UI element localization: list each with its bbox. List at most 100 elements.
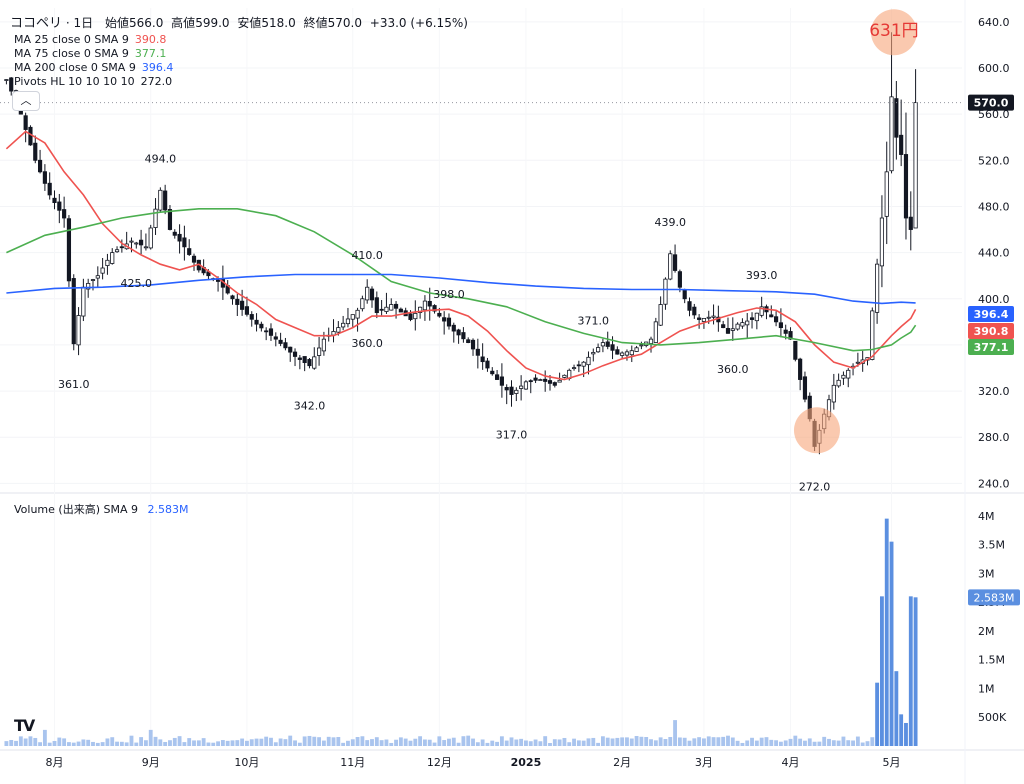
candle-body — [547, 380, 553, 384]
volume-bar — [567, 742, 572, 746]
volume-bar — [889, 541, 894, 746]
candle-body — [355, 309, 360, 319]
volume-bar — [394, 739, 398, 746]
candle-body — [418, 306, 423, 313]
volume-bar — [533, 739, 538, 746]
candle-body — [148, 227, 153, 249]
volume-bar — [177, 736, 182, 746]
candle-body — [350, 314, 355, 320]
volume-bar — [192, 740, 196, 746]
volume-bar — [745, 740, 750, 746]
volume-bar — [18, 736, 23, 746]
highlight-circle — [870, 9, 917, 56]
volume-legend[interactable]: Volume (出来高) SMA 9 2.583M — [14, 501, 188, 517]
volume-bar — [841, 736, 846, 746]
volume-bar — [283, 739, 288, 746]
candle-body — [855, 361, 860, 364]
volume-bar — [4, 741, 9, 746]
price-tick-label: 480.0 — [978, 200, 1010, 213]
candle-body — [514, 389, 519, 394]
candle-body — [605, 341, 610, 347]
volume-tick-label: 500K — [978, 711, 1007, 724]
candle-body — [504, 387, 509, 391]
volume-bar — [216, 741, 220, 746]
volume-bar — [697, 737, 702, 746]
candle-body — [268, 328, 274, 336]
volume-bar — [346, 740, 350, 746]
symbol-name[interactable]: ココペリ — [10, 16, 63, 31]
candle-body — [240, 300, 245, 310]
volume-bar — [913, 597, 918, 746]
volume-bar — [384, 739, 389, 746]
candle-body — [100, 267, 105, 274]
volume-bar — [297, 742, 302, 746]
legend-ma75[interactable]: MA 75 close 0 SMA 9 377.1 — [14, 47, 166, 60]
volume-bar — [278, 738, 283, 746]
volume-bar — [538, 741, 543, 746]
volume-bar — [312, 736, 317, 746]
volume-bar — [504, 740, 509, 746]
volume-bar — [418, 736, 423, 746]
interval-label[interactable]: 1日 — [73, 16, 94, 30]
volume-bar — [735, 740, 740, 746]
tradingview-logo-icon[interactable]: TV — [14, 716, 35, 735]
candle-body — [466, 339, 471, 344]
volume-bar — [509, 737, 514, 746]
volume-bar — [682, 737, 687, 746]
candle-body — [533, 377, 538, 381]
volume-bar — [33, 737, 38, 746]
candle-body — [230, 295, 235, 300]
volume-bar — [475, 742, 480, 746]
pivot-label: 272.0 — [799, 480, 831, 493]
pivot-label: 360.0 — [717, 363, 749, 376]
price-tick-label: 600.0 — [978, 62, 1010, 75]
volume-bar — [803, 740, 807, 746]
candle-body — [740, 322, 745, 327]
volume-bar — [259, 738, 264, 746]
volume-bar — [904, 722, 908, 746]
volume-bar — [110, 737, 115, 746]
legend-pivots[interactable]: Pivots HL 10 10 10 10 272.0 — [14, 75, 172, 88]
candle-body — [427, 300, 432, 307]
volume-bar — [610, 738, 615, 746]
candle-body — [557, 379, 562, 383]
candle-body — [735, 323, 740, 330]
open-label: 始値 — [104, 16, 129, 30]
volume-bar — [875, 682, 880, 746]
volume-bar — [129, 735, 134, 746]
candle-body — [754, 312, 759, 322]
volume-bar — [158, 739, 163, 746]
price-axis-label: 377.1 — [974, 341, 1009, 354]
volume-bar — [702, 738, 706, 746]
change-value: +33.0 (+6.15%) — [369, 16, 468, 30]
candle-body — [581, 361, 586, 367]
close-label: 終値 — [303, 16, 328, 30]
volume-bar — [822, 736, 827, 746]
volume-bar — [95, 742, 100, 746]
candle-body — [47, 182, 52, 196]
candle-body — [836, 379, 841, 387]
volume-bar — [249, 739, 254, 746]
volume-bar — [793, 735, 798, 746]
volume-bar — [326, 736, 331, 746]
volume-bar — [754, 740, 759, 746]
legend-ma200[interactable]: MA 200 close 0 SMA 9 396.4 — [14, 61, 173, 74]
candle-body — [167, 209, 173, 230]
pivot-label: 439.0 — [655, 216, 687, 229]
candle-body — [475, 348, 480, 356]
legend-ma25[interactable]: MA 25 close 0 SMA 9 390.8 — [14, 33, 166, 46]
volume-bar — [442, 740, 447, 746]
volume-bar — [759, 737, 764, 746]
legend-pivots-value: 272.0 — [140, 75, 173, 88]
volume-bar — [514, 739, 519, 746]
volume-bar — [812, 741, 817, 746]
pivot-label: 393.0 — [746, 269, 778, 282]
legend-collapse-button[interactable]: ︿ — [12, 91, 40, 111]
candle-body — [172, 231, 177, 236]
volume-bar — [307, 735, 312, 746]
candle-body — [774, 316, 779, 323]
price-tick-label: 240.0 — [978, 477, 1010, 490]
candle-body — [235, 298, 240, 305]
pivot-label: 410.0 — [351, 249, 383, 262]
